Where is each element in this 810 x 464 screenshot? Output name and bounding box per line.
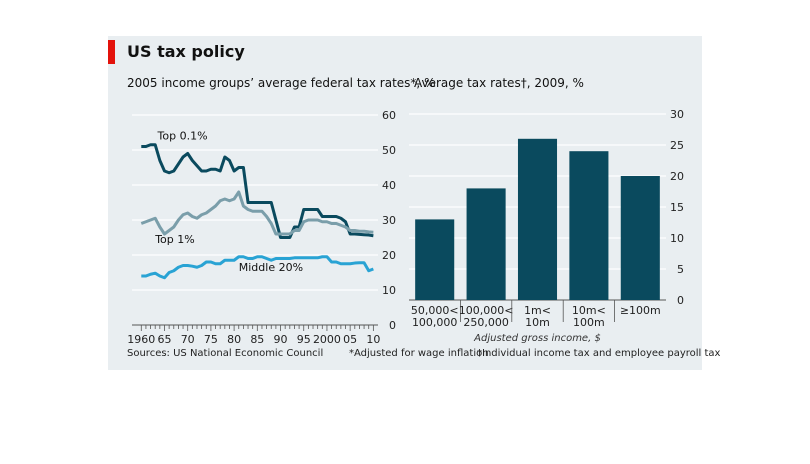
line-chart-y-tick-label: 50 xyxy=(382,144,396,157)
bar-chart-y-tick-label: 15 xyxy=(670,201,684,214)
bar-chart-y-tick-label: 0 xyxy=(677,294,684,307)
line-series-label: Top 0.1% xyxy=(157,130,208,143)
line-chart-x-tick-label: 75 xyxy=(204,333,218,346)
bar-category-label: 100m xyxy=(573,316,605,329)
line-chart-y-tick-label: 60 xyxy=(382,109,396,122)
bar-chart-x-axis-label: Adjusted gross income, $ xyxy=(473,333,601,344)
bar-category-label: 250,000 xyxy=(463,316,509,329)
bar-chart-y-tick-label: 20 xyxy=(670,170,684,183)
source-note: Sources: US National Economic Council xyxy=(127,348,324,359)
line-chart-y-tick-label: 20 xyxy=(382,249,396,262)
line-chart-x-tick-label: 90 xyxy=(274,333,288,346)
line-series-middle-20- xyxy=(141,255,374,280)
bar-1 xyxy=(466,188,506,300)
bar-2 xyxy=(517,138,558,300)
line-chart-x-tick-label: 65 xyxy=(157,333,171,346)
line-chart-x-tick-label: 70 xyxy=(181,333,195,346)
line-chart-y-tick-label: 30 xyxy=(382,214,396,227)
line-series-top-1- xyxy=(140,190,374,236)
line-chart-x-tick-label: 10 xyxy=(366,333,380,346)
bar-chart-title: Average tax rates†, 2009, % xyxy=(414,76,584,90)
line-chart-x-tick-label: 2000 xyxy=(313,333,341,346)
brand-accent-bar xyxy=(108,40,115,64)
bar-3 xyxy=(569,151,609,300)
line-chart-x-tick-label: 1960 xyxy=(127,333,155,346)
bar-chart-y-tick-label: 30 xyxy=(670,108,684,121)
bar-category-label: 10m xyxy=(525,316,550,329)
bar-0 xyxy=(415,219,455,300)
line-chart-y-tick-label: 10 xyxy=(382,284,396,297)
bar-category-label: 1m< xyxy=(524,304,551,317)
footnote-income-tax: †Individual income tax and employee payr… xyxy=(477,348,721,359)
bar-chart-y-tick-label: 10 xyxy=(670,232,684,245)
footnote-wage-inflation: *Adjusted for wage inflation xyxy=(349,348,489,359)
line-chart-y-tick-label: 40 xyxy=(382,179,396,192)
bar-category-label: ≥100m xyxy=(620,304,661,317)
bar-category-label: 100,000 xyxy=(412,316,458,329)
line-series-top-0-1- xyxy=(141,143,374,239)
bar-category-label: 10m< xyxy=(572,304,606,317)
bar-chart-y-tick-label: 5 xyxy=(677,263,684,276)
bar-category-label: 100,000< xyxy=(459,304,514,317)
line-chart-title: 2005 income groups’ average federal tax … xyxy=(127,76,436,90)
line-chart-y-tick-label: 0 xyxy=(389,319,396,332)
line-series-label: Middle 20% xyxy=(239,261,303,274)
bar-4 xyxy=(620,176,660,300)
bar-category-label: 50,000< xyxy=(411,304,459,317)
line-chart-x-tick-label: 05 xyxy=(343,333,357,346)
line-series-label: Top 1% xyxy=(154,233,195,246)
line-chart-x-tick-label: 85 xyxy=(250,333,264,346)
line-chart-x-tick-label: 95 xyxy=(297,333,311,346)
page-title: US tax policy xyxy=(127,42,245,61)
bar-chart-y-tick-label: 25 xyxy=(670,139,684,152)
line-chart-x-tick-label: 80 xyxy=(227,333,241,346)
